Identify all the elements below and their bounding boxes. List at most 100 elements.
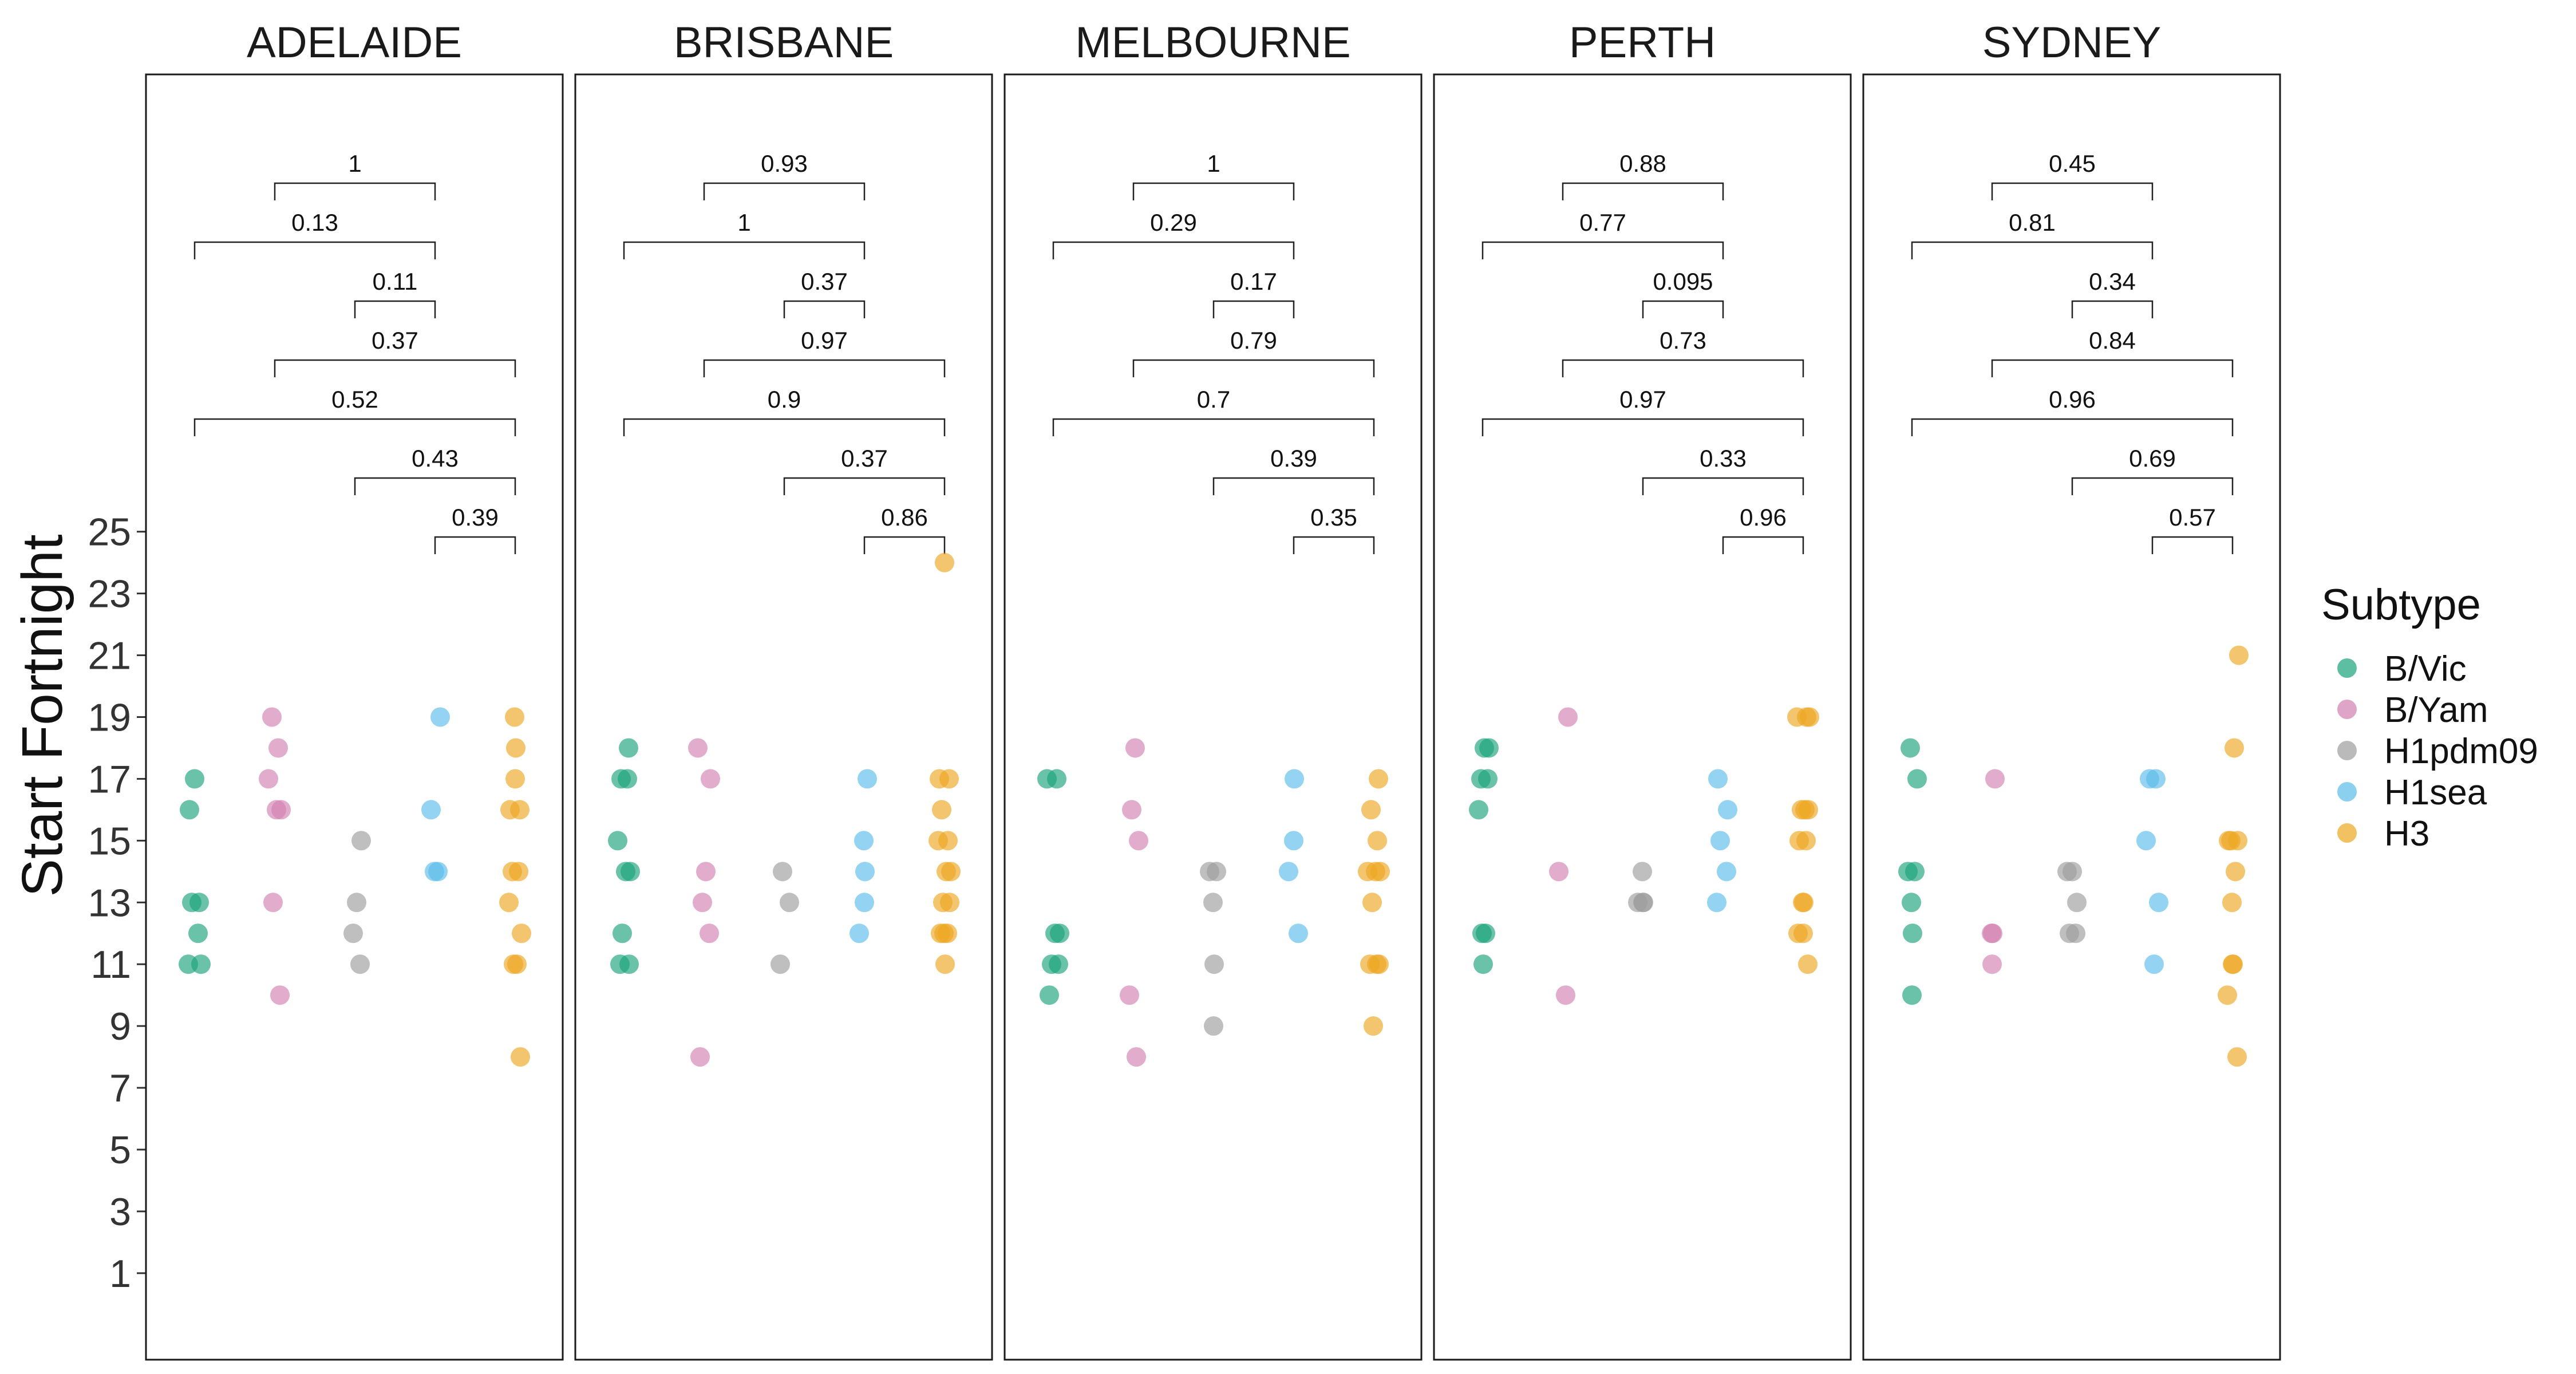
- legend-label: H1pdm09: [2384, 732, 2538, 771]
- p-value-label: 0.9: [768, 386, 801, 413]
- p-value-label: 0.37: [372, 327, 418, 354]
- y-tick-label: 11: [90, 943, 131, 986]
- p-value-label: 0.77: [1579, 209, 1626, 236]
- legend-key: [2337, 658, 2357, 678]
- data-point-b-yam: [1556, 985, 1575, 1005]
- data-point-h3: [2218, 985, 2237, 1005]
- data-point-h3: [505, 707, 524, 727]
- comparison-bracket: [1052, 418, 1375, 436]
- data-point-b-vic: [1902, 893, 1921, 913]
- data-point-b-vic: [1478, 769, 1498, 789]
- data-point-b-vic: [1037, 769, 1057, 789]
- comparison-bracket: [783, 477, 946, 495]
- data-point-b-vic: [618, 769, 637, 789]
- data-point-h1pdm09: [1633, 862, 1652, 882]
- data-point-b-vic: [1901, 738, 1920, 758]
- legend-key: [2337, 782, 2357, 802]
- data-point-h1sea: [2146, 769, 2166, 789]
- data-point-h3: [2225, 738, 2244, 758]
- y-tick-label: 15: [88, 819, 131, 863]
- data-point-h3: [940, 893, 959, 913]
- panel-title: PERTH: [1569, 18, 1716, 67]
- y-axis-title: Start Fortnight: [10, 534, 74, 897]
- p-value-label: 1: [348, 150, 361, 177]
- p-value-label: 0.33: [1700, 445, 1747, 472]
- p-value-label: 0.13: [291, 209, 338, 236]
- data-point-b-yam: [268, 738, 288, 758]
- data-point-b-yam: [1125, 738, 1145, 758]
- comparison-bracket: [1212, 300, 1295, 318]
- data-point-h3: [2219, 831, 2238, 851]
- data-point-b-yam: [270, 985, 290, 1005]
- p-value-label: 0.96: [2049, 386, 2096, 413]
- panel-brisbane: BRISBANE 0.93 1 0.37 0.97 0.9 0.37 0.86: [574, 18, 993, 1361]
- data-point-h1sea: [1284, 831, 1303, 851]
- p-value-label: 0.37: [841, 445, 888, 472]
- legend-key: [2337, 700, 2357, 719]
- legend-label: B/Vic: [2384, 649, 2467, 689]
- y-tick-label: 7: [109, 1067, 131, 1110]
- p-value-label: 0.97: [1619, 386, 1666, 413]
- data-point-b-vic: [1045, 923, 1065, 943]
- data-point-h3: [499, 893, 519, 913]
- data-point-h3: [2222, 893, 2242, 913]
- panel-title: MELBOURNE: [1075, 18, 1350, 67]
- data-point-b-vic: [191, 954, 211, 974]
- legend-title: Subtype: [2321, 581, 2481, 629]
- panel-frame: [574, 73, 993, 1361]
- p-value-label: 0.37: [801, 268, 848, 295]
- p-value-label: 1: [1207, 150, 1220, 177]
- panel-title: ADELAIDE: [247, 18, 462, 67]
- comparison-bracket: [193, 418, 516, 436]
- p-value-label: 0.86: [881, 504, 928, 531]
- panel-frame: [1433, 73, 1852, 1361]
- data-point-h1sea: [2149, 893, 2168, 913]
- data-point-h1pdm09: [2066, 923, 2085, 943]
- legend-label: H1sea: [2384, 773, 2487, 812]
- panel-frame: [1003, 73, 1423, 1361]
- comparison-bracket: [1642, 300, 1724, 318]
- comparison-bracket: [274, 359, 516, 377]
- data-point-b-yam: [263, 893, 283, 913]
- comparison-bracket: [1991, 359, 2234, 377]
- data-point-b-vic: [1905, 862, 1925, 882]
- data-point-h1sea: [425, 862, 444, 882]
- data-point-b-yam: [1122, 800, 1141, 820]
- panels: 135791113151719212325ADELAIDE10.130.110.…: [88, 18, 2281, 1361]
- data-point-b-vic: [608, 831, 627, 851]
- data-point-b-vic: [616, 862, 635, 882]
- data-point-h3: [504, 954, 523, 974]
- data-point-h3: [506, 738, 526, 758]
- data-point-h3: [2229, 645, 2249, 665]
- data-point-h3: [1364, 1016, 1383, 1036]
- panel-adelaide: ADELAIDE 1 0.13 0.11 0.37 0.52 0.43 0.39: [145, 18, 564, 1361]
- data-point-b-yam: [688, 738, 708, 758]
- y-tick-label: 3: [109, 1190, 131, 1234]
- panel-sydney: SYDNEY 0.45 0.81 0.34 0.84 0.96 0.69 0.57: [1862, 18, 2281, 1361]
- p-value-label: 0.52: [331, 386, 378, 413]
- p-value-label: 0.095: [1653, 268, 1713, 295]
- panel-title: SYDNEY: [1982, 18, 2162, 67]
- data-point-b-yam: [1558, 707, 1578, 727]
- comparison-bracket: [623, 241, 866, 259]
- data-point-b-vic: [185, 769, 204, 789]
- data-point-b-yam: [1127, 1047, 1146, 1067]
- panel-frame: [1862, 73, 2281, 1361]
- p-value-label: 0.39: [1270, 445, 1317, 472]
- legend-label: H3: [2384, 814, 2429, 854]
- p-value-label: 0.39: [452, 504, 499, 531]
- comparison-bracket: [1562, 359, 1804, 377]
- data-point-b-yam: [267, 800, 286, 820]
- data-point-h3: [1794, 893, 1814, 913]
- data-point-h1pdm09: [2067, 893, 2087, 913]
- data-point-b-yam: [1983, 923, 2002, 943]
- data-point-h1sea: [854, 831, 874, 851]
- comparison-bracket: [1642, 477, 1804, 495]
- data-point-h1sea: [430, 707, 450, 727]
- data-point-h1sea: [2136, 831, 2156, 851]
- data-point-h3: [510, 800, 530, 820]
- p-value-label: 0.45: [2049, 150, 2096, 177]
- data-point-h3: [1788, 923, 1808, 943]
